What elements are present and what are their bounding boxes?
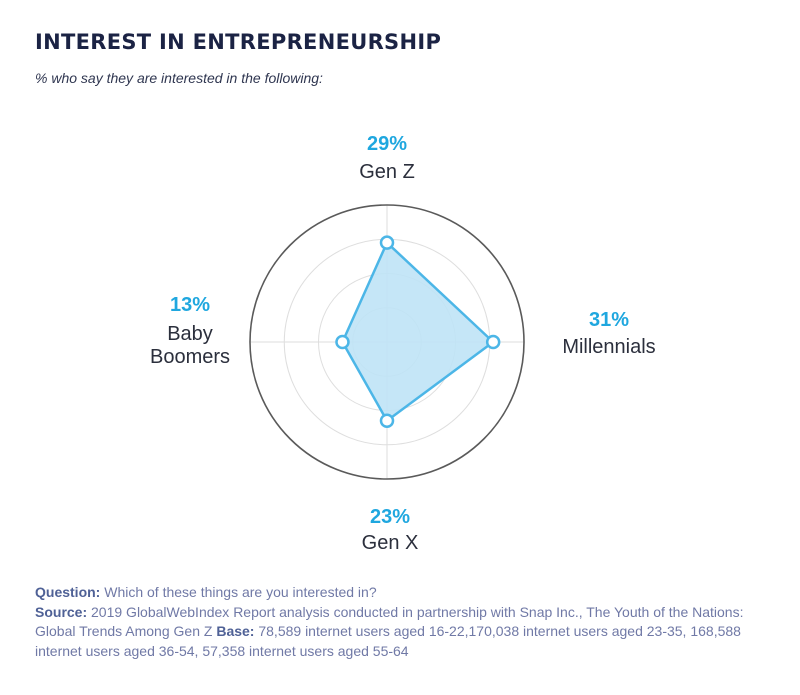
source-text: 2019 GlobalWebIndex Report analysis cond… bbox=[35, 603, 744, 640]
radar-markers bbox=[335, 235, 501, 429]
axis-label-baby-boomers: Boomers bbox=[150, 346, 230, 368]
radar-data-area bbox=[341, 241, 495, 423]
radar-series bbox=[341, 241, 495, 423]
axis-label-gen-z: Gen Z bbox=[359, 161, 415, 183]
chart-title: INTEREST IN ENTREPRENEURSHIP bbox=[35, 30, 442, 54]
axis-label-gen-x: Gen X bbox=[362, 532, 419, 554]
radar-point-gen-x bbox=[379, 413, 395, 429]
chart-subtitle: % who say they are interested in the fol… bbox=[35, 70, 323, 86]
radar-point-baby-boomers bbox=[335, 334, 350, 350]
radar-outer-ring bbox=[249, 204, 525, 480]
value-label-millennials: 31% bbox=[589, 309, 629, 331]
radar-point-millennials bbox=[485, 334, 501, 350]
base-label: Base: bbox=[216, 623, 255, 639]
value-label-baby-boomers: 13% bbox=[170, 294, 210, 316]
axis-label-millennials: Millennials bbox=[562, 336, 655, 358]
question-label: Question: bbox=[35, 584, 101, 600]
base-text: 78,589 internet users aged 16-22,170,038… bbox=[35, 623, 741, 659]
source-label: Source: bbox=[35, 603, 88, 620]
axis-label-baby-boomers: Baby bbox=[167, 323, 213, 345]
radar-point-gen-z bbox=[379, 235, 395, 250]
radar-labels: 29% Gen Z 31% Millennials 23% Gen X 13% BabyBoo… bbox=[150, 133, 656, 554]
question-text: Which of these things are you interested… bbox=[104, 584, 377, 600]
value-label-gen-z: 29% bbox=[367, 133, 407, 155]
chart-footer: Question: Which of these things are you … bbox=[35, 583, 765, 661]
value-label-gen-x: 23% bbox=[370, 506, 410, 528]
